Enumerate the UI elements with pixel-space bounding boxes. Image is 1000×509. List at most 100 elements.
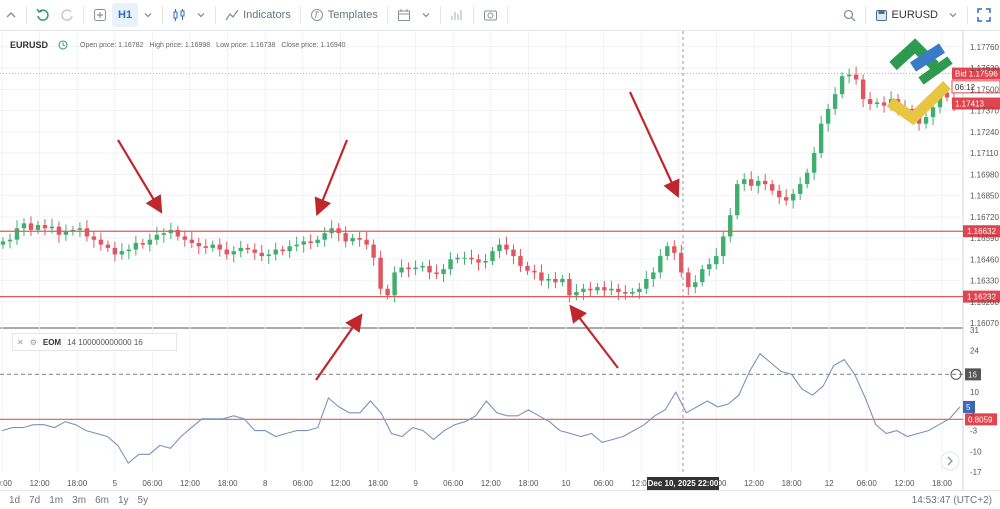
clock-icon xyxy=(58,40,68,50)
symbol-selector[interactable]: EURUSD xyxy=(870,3,943,27)
indicators-icon xyxy=(225,9,239,21)
eom-level-tag xyxy=(965,413,997,426)
chevron-down-icon[interactable] xyxy=(416,3,436,27)
candle-body xyxy=(161,233,167,235)
price-tick-label: 1.17500 xyxy=(970,85,999,94)
candles xyxy=(0,66,957,303)
grid xyxy=(0,31,964,490)
candle-body xyxy=(672,246,677,253)
chevron-down-icon[interactable] xyxy=(943,3,963,27)
level-tag xyxy=(963,290,1000,303)
top-toolbar: H1 Indicators Templates EURUSD xyxy=(0,0,1000,31)
candle-body xyxy=(63,231,69,235)
templates-label: Templates xyxy=(327,9,378,21)
candle-body xyxy=(595,287,600,291)
candle-body xyxy=(350,238,355,242)
settings-icon[interactable]: ⚙ xyxy=(29,337,37,347)
level-tag-label: 1.16632 xyxy=(967,227,996,236)
candle-body xyxy=(721,236,726,257)
time-tick-label: 12:00 xyxy=(481,479,502,488)
time-tick-label: 9 xyxy=(413,479,418,488)
candle-body xyxy=(525,265,530,271)
candle-body xyxy=(455,257,460,260)
price-tick-label: 1.16460 xyxy=(970,255,999,264)
redo-icon[interactable] xyxy=(55,3,79,27)
price-tag-label: Bid 1.17596 xyxy=(955,70,998,79)
price-tag xyxy=(952,97,1000,110)
candle-body xyxy=(476,259,481,263)
candle-body xyxy=(252,249,257,253)
timeframe-button[interactable]: H1 xyxy=(112,3,139,27)
candle-body xyxy=(140,242,146,245)
candle-body xyxy=(231,251,236,255)
price-tick-label: 1.16590 xyxy=(970,234,999,243)
templates-icon xyxy=(310,9,323,21)
candle-body xyxy=(413,267,418,270)
candle-body xyxy=(560,278,565,283)
chevron-right-icon xyxy=(947,456,953,466)
candle-body xyxy=(490,251,495,261)
eom-tick-label: 24 xyxy=(970,347,979,356)
price-tick-label: 1.16330 xyxy=(970,277,999,286)
annotation-arrow xyxy=(314,139,349,217)
candle-body xyxy=(14,228,20,240)
candle-body xyxy=(392,272,397,296)
price-chart[interactable]: 1.16632 1.16232 Bid 1.17596 06:12 1.17413 0.… xyxy=(0,31,1000,490)
close-icon[interactable]: ✕ xyxy=(17,337,24,347)
fullscreen-icon[interactable] xyxy=(972,3,996,27)
candle-body xyxy=(343,233,348,242)
templates-button[interactable]: Templates xyxy=(305,3,383,27)
candle-body xyxy=(923,117,929,124)
scroll-right-button xyxy=(940,451,960,471)
candle-body xyxy=(651,272,656,279)
legend-close: Close price: 1.16940 xyxy=(281,41,346,49)
add-icon[interactable] xyxy=(88,3,112,27)
chart-area[interactable]: 1.16632 1.16232 Bid 1.17596 06:12 1.17413 0.… xyxy=(0,31,1000,490)
eom-level-tag xyxy=(965,368,981,381)
timeframe-1d[interactable]: 1d xyxy=(9,494,21,506)
timeframe-7d[interactable]: 7d xyxy=(29,494,41,506)
undo-icon[interactable] xyxy=(31,3,55,27)
candle-body xyxy=(210,244,215,248)
time-tick-label: 8 xyxy=(263,479,268,488)
candle-body xyxy=(385,288,390,296)
separator xyxy=(83,6,84,24)
time-tick-label: 06:00 xyxy=(857,479,878,488)
indicators-button[interactable]: Indicators xyxy=(220,3,296,27)
price-tick-label: 1.16850 xyxy=(970,192,999,201)
indicator-header[interactable]: ✕ ⚙ EOM 14 100000000000 16 xyxy=(12,333,177,351)
timeframe-3m[interactable]: 3m xyxy=(72,494,87,506)
time-tick-label: 12 xyxy=(825,479,834,488)
candle-body xyxy=(280,249,285,252)
annotation-arrow xyxy=(117,139,163,214)
crosshair-time-label: Dec 10, 2025 22:00 xyxy=(648,479,719,488)
candle-body xyxy=(553,278,558,283)
candle-body xyxy=(756,180,761,186)
timeframe-6m[interactable]: 6m xyxy=(95,494,109,506)
separator xyxy=(472,6,474,24)
timeframe-1m[interactable]: 1m xyxy=(49,494,64,506)
time-tick-label: 18:00 xyxy=(218,479,239,488)
candle-body xyxy=(406,267,411,270)
calendar-icon[interactable] xyxy=(392,3,416,27)
timeframe-1y[interactable]: 1y xyxy=(117,494,129,506)
price-tick-label: 1.17630 xyxy=(970,64,999,73)
legend-open: Open price: 1.16782 xyxy=(80,41,144,49)
brand-logo xyxy=(886,38,953,126)
chevron-up-icon[interactable] xyxy=(0,3,22,27)
volume-icon[interactable] xyxy=(445,3,469,27)
candle-body xyxy=(287,246,292,252)
camera-icon[interactable] xyxy=(478,3,503,27)
candle-body xyxy=(930,107,936,118)
candles-icon[interactable] xyxy=(167,3,191,27)
legend-symbol: EURUSD xyxy=(10,40,49,50)
candle-body xyxy=(238,247,243,252)
timeframe-5y[interactable]: 5y xyxy=(137,494,149,506)
search-icon[interactable] xyxy=(838,3,861,27)
price-tick-label: 1.16720 xyxy=(970,213,999,222)
candle-body xyxy=(588,288,593,291)
candle-body xyxy=(665,246,670,257)
candle-body xyxy=(776,190,782,198)
chevron-down-icon[interactable] xyxy=(138,3,158,27)
chevron-down-icon[interactable] xyxy=(191,3,211,27)
